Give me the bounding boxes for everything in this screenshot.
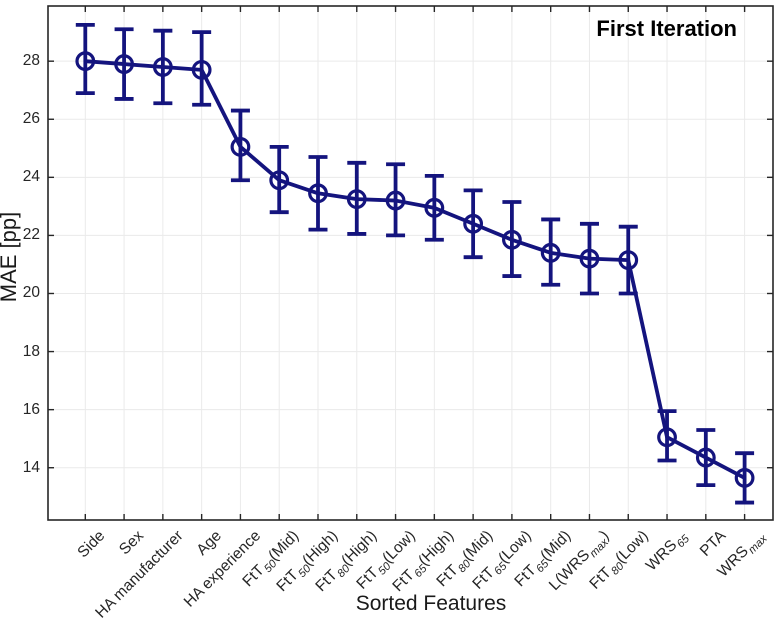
data-point-marker — [579, 248, 600, 269]
data-point-marker — [657, 427, 677, 448]
y-tick-label: 22 — [22, 226, 40, 244]
data-point-marker — [75, 51, 96, 72]
y-tick-label: 16 — [22, 400, 40, 418]
data-point-marker — [308, 183, 328, 204]
data-point-marker — [230, 136, 251, 157]
y-tick-label: 24 — [22, 168, 40, 186]
data-point-marker — [618, 250, 639, 270]
data-point-marker — [385, 190, 406, 211]
axes-box — [47, 5, 774, 521]
data-point-marker — [346, 189, 367, 210]
y-tick-label: 20 — [22, 284, 40, 302]
data-point-marker — [269, 170, 290, 191]
series-line — [85, 59, 746, 480]
x-axis-label: Sorted Features — [355, 592, 507, 615]
y-tick-label: 28 — [22, 52, 40, 70]
y-tick-label: 18 — [22, 342, 40, 360]
data-point-marker — [424, 197, 445, 218]
data-point-marker — [695, 447, 716, 468]
annotation-first-iteration: First Iteration — [596, 16, 737, 41]
y-tick-label: 26 — [22, 110, 40, 128]
data-point-marker — [540, 242, 561, 263]
data-point-marker — [191, 59, 212, 80]
data-point-marker — [502, 229, 522, 250]
data-point-marker — [734, 467, 755, 488]
y-tick-label: 14 — [22, 458, 40, 476]
data-point-marker — [114, 54, 134, 74]
data-point-marker — [463, 213, 484, 234]
data-point-marker — [152, 57, 173, 77]
